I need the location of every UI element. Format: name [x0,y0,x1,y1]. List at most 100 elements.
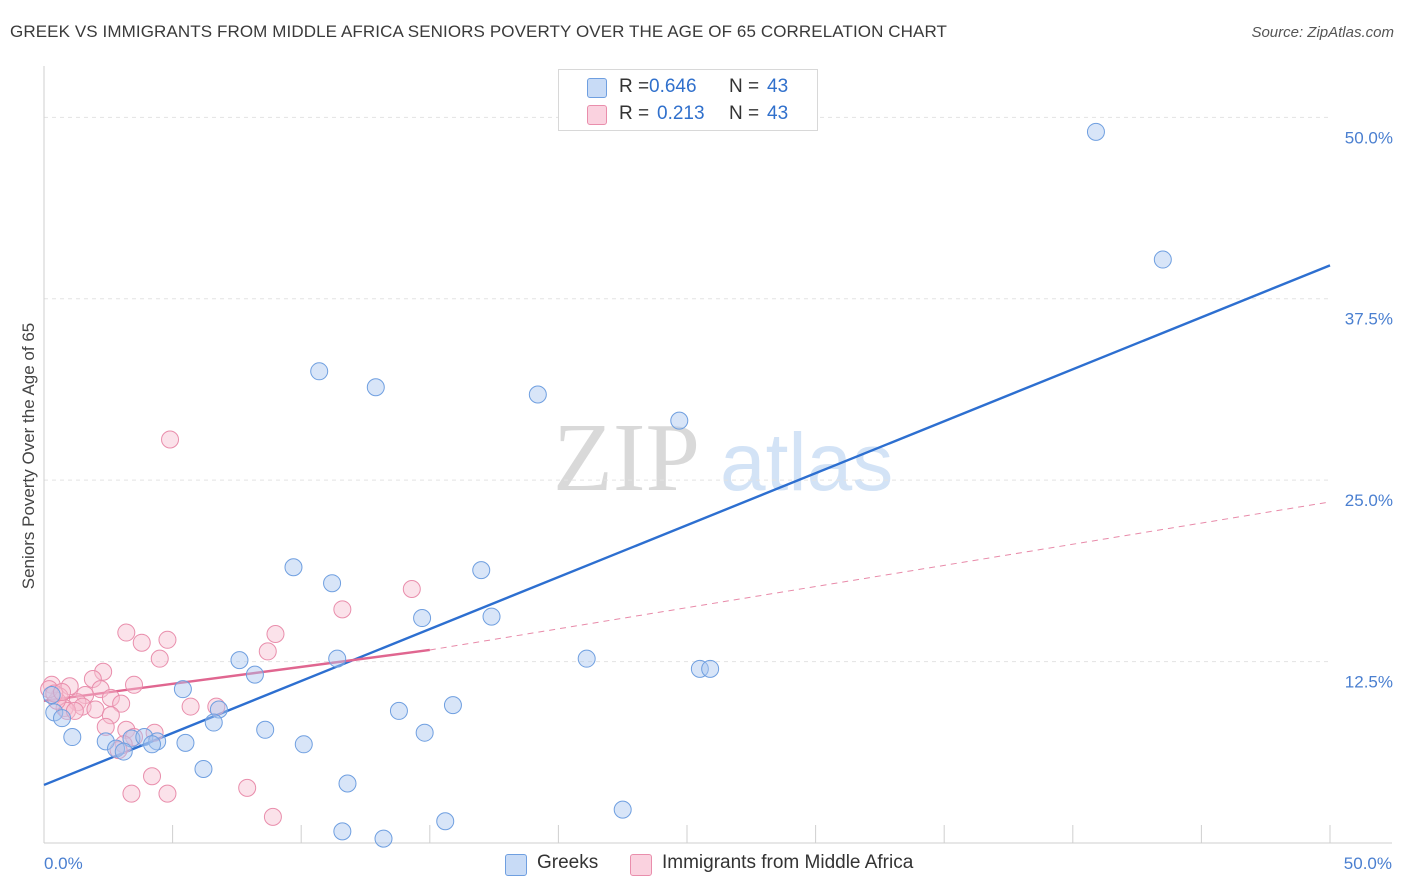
legend-n-label: N = [729,103,760,124]
point-greeks [389,701,408,720]
point-immigrants [143,767,162,786]
point-immigrants [53,683,72,702]
legend-r-label: R = [619,103,650,124]
point-immigrants [150,649,169,668]
point-immigrants [263,807,282,826]
legend-swatch-greeks [505,854,527,876]
point-greeks [413,609,432,628]
point-immigrants [112,694,131,713]
point-immigrants [238,778,257,797]
point-greeks [148,732,167,751]
point-immigrants [94,662,113,681]
point-greeks [42,685,61,704]
legend-swatch-immigrants [587,105,607,125]
point-greeks [528,385,547,404]
point-greeks [310,362,329,381]
point-greeks [366,378,385,397]
source-label: Source: ZipAtlas.com [1251,24,1394,41]
point-greeks [670,411,689,430]
watermark-zip: ZIP [553,404,700,512]
point-greeks [415,723,434,742]
point-immigrants [132,633,151,652]
point-immigrants [161,430,180,449]
point-greeks [482,607,501,626]
point-immigrants [96,717,115,736]
point-immigrants [83,669,102,688]
point-greeks [204,713,223,732]
point-greeks [256,720,275,739]
point-greeks [328,649,347,668]
x-tick-label-max: 50.0% [1344,854,1392,873]
point-immigrants [101,706,120,725]
series-legend: Greeks Immigrants from Middle Africa [0,852,1406,878]
point-greeks [443,696,462,715]
point-immigrants [117,623,136,642]
point-immigrants [207,697,226,716]
chart-title: GREEK VS IMMIGRANTS FROM MIDDLE AFRICA S… [10,22,948,41]
point-greeks [338,774,357,793]
point-immigrants [158,630,177,649]
axes [43,66,1392,844]
y-tick-label: 12.5% [1345,673,1393,692]
point-immigrants [55,699,74,718]
legend-swatch-greeks [587,78,607,98]
point-immigrants [258,642,277,661]
legend-n-label: N = [729,76,760,97]
point-immigrants [181,697,200,716]
point-greeks [173,680,192,699]
point-greeks [96,732,115,751]
trend-line-immigrants-extrapolated [429,501,1331,651]
legend-r-value: 0.646 [649,76,697,97]
y-axis-title: Seniors Poverty Over the Age of 65 [19,323,38,589]
data-points [40,122,1172,848]
legend-r-label: R = [619,76,650,97]
point-greeks [284,558,303,577]
point-greeks [245,665,264,684]
point-greeks [701,659,720,678]
point-greeks [472,561,491,580]
point-immigrants [86,700,105,719]
point-immigrants [158,784,177,803]
stats-legend: R = 0.646 N = 43 R = 0.213 N = 43 [558,69,818,131]
legend-n-value: 43 [767,76,789,97]
grid: 12.5% 25.0% 37.5% 50.0% [44,116,1393,692]
y-tick-label: 25.0% [1345,491,1393,510]
point-greeks [176,733,195,752]
x-tick-label-min: 0.0% [44,854,83,873]
point-greeks [333,822,352,841]
point-immigrants [266,625,285,644]
legend-label-immigrants: Immigrants from Middle Africa [662,852,914,873]
point-immigrants [125,675,144,694]
point-greeks [323,574,342,593]
trend-line-greeks [43,264,1331,787]
point-greeks [230,651,249,670]
point-greeks [63,728,82,747]
point-greeks [374,829,393,848]
y-tick-label: 50.0% [1345,128,1393,147]
point-greeks [294,735,313,754]
point-immigrants [117,720,136,739]
point-greeks [613,800,632,819]
point-greeks [1153,250,1172,269]
point-immigrants [76,685,95,704]
point-greeks [577,649,596,668]
point-greeks [143,735,162,754]
legend-swatch-immigrants [630,854,652,876]
point-greeks [436,812,455,831]
legend-label-greeks: Greeks [537,852,599,873]
legend-r-value: 0.213 [657,103,705,124]
y-tick-label: 37.5% [1345,310,1393,329]
point-greeks [194,759,213,778]
point-greeks [114,742,133,761]
watermark-atlas: atlas [720,417,893,508]
watermark: ZIP atlas [553,404,893,512]
legend-n-value: 43 [767,103,789,124]
point-immigrants [402,580,421,599]
point-greeks [1086,122,1105,141]
trend-lines [43,264,1331,787]
point-greeks [53,709,72,728]
point-immigrants [333,600,352,619]
point-greeks [690,659,709,678]
point-immigrants [122,784,141,803]
